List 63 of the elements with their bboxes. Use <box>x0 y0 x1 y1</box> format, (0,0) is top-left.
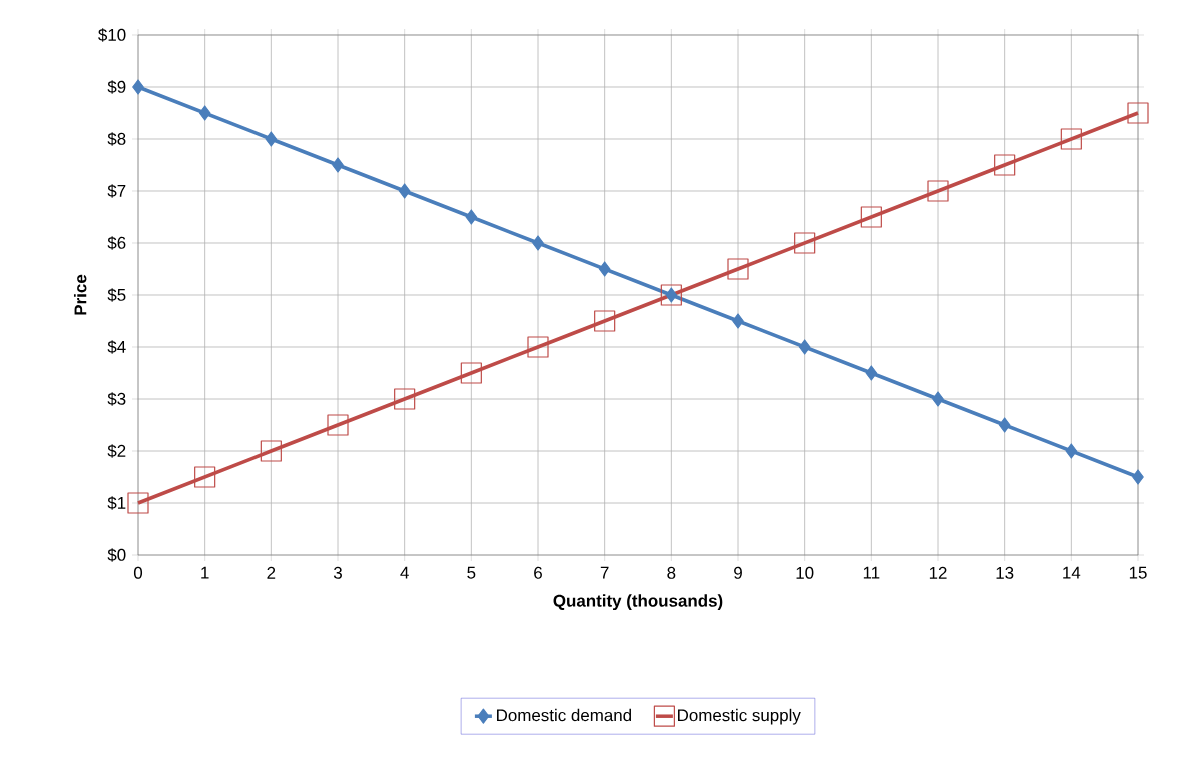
y-tick-label: $1 <box>107 496 126 510</box>
point <box>998 417 1011 433</box>
x-tick-label: 6 <box>534 566 542 579</box>
x-tick-label: 13 <box>996 566 1014 579</box>
x-tick-label: 9 <box>734 566 742 579</box>
point <box>994 154 1016 176</box>
x-tick-label: 14 <box>1063 566 1081 579</box>
point <box>1132 469 1144 485</box>
point <box>194 466 216 488</box>
y-tick-label: $8 <box>107 132 126 146</box>
point <box>532 235 544 251</box>
y-tick-label: $2 <box>107 444 126 458</box>
point <box>398 183 411 199</box>
point <box>127 492 149 514</box>
point <box>265 131 278 147</box>
point <box>932 391 944 407</box>
point <box>665 287 678 303</box>
point <box>527 336 549 358</box>
point <box>598 261 611 277</box>
x-tick-label: 2 <box>267 566 276 579</box>
point <box>332 157 344 173</box>
point <box>394 388 416 410</box>
point <box>1060 128 1082 150</box>
point <box>660 284 682 306</box>
x-tick-label: 12 <box>929 566 947 579</box>
point <box>327 414 349 436</box>
x-axis-title: Quantity (thousands) <box>553 594 723 611</box>
x-tick-label: 10 <box>796 566 814 579</box>
y-tick-label: $0 <box>107 548 126 562</box>
x-tick-label: 3 <box>333 566 342 579</box>
x-tick-label: 0 <box>133 566 143 579</box>
y-tick-label: $9 <box>107 80 126 94</box>
x-tick-label: 15 <box>1129 566 1147 579</box>
point <box>198 105 211 121</box>
point <box>798 339 811 355</box>
x-tick-label: 7 <box>600 566 609 579</box>
y-tick-label: $6 <box>107 236 126 250</box>
y-tick-label: $10 <box>98 28 126 42</box>
y-tick-label: $5 <box>107 288 126 302</box>
y-axis-title: Price <box>73 274 87 315</box>
point <box>732 313 744 329</box>
point <box>1065 443 1078 459</box>
y-tick-label: $7 <box>107 184 126 198</box>
point <box>460 362 482 384</box>
point <box>132 79 144 95</box>
point <box>860 206 882 228</box>
x-tick-label: 1 <box>201 566 209 579</box>
x-tick-label: 11 <box>863 566 880 579</box>
point <box>1127 102 1149 124</box>
legend-label: Domestic demand <box>497 708 632 722</box>
point <box>727 258 749 280</box>
y-tick-label: $3 <box>107 392 126 406</box>
point <box>865 365 878 381</box>
x-tick-label: 5 <box>467 566 476 579</box>
point <box>465 209 478 225</box>
point <box>260 440 282 462</box>
point <box>927 180 949 202</box>
point <box>794 232 816 254</box>
legend-label: Domestic supply <box>678 708 801 725</box>
y-tick-label: $4 <box>107 340 126 354</box>
point <box>594 310 616 332</box>
x-tick-label: 8 <box>667 566 676 579</box>
x-tick-label: 4 <box>400 566 409 579</box>
